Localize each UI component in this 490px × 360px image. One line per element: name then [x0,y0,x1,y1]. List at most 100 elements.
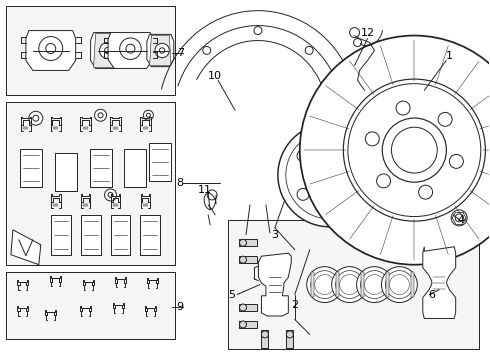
Text: 1: 1 [446,51,453,62]
Circle shape [366,132,379,146]
Bar [239,304,257,311]
Polygon shape [11,230,41,265]
Circle shape [361,271,389,298]
Polygon shape [149,143,171,181]
Circle shape [396,101,410,115]
Circle shape [95,109,106,121]
Polygon shape [147,34,174,67]
Circle shape [104,48,111,54]
Polygon shape [26,31,75,71]
Circle shape [240,321,246,328]
Text: 7: 7 [177,49,184,58]
Circle shape [286,331,294,338]
Circle shape [144,110,153,120]
Circle shape [319,165,340,185]
Circle shape [278,123,382,227]
Bar [239,239,257,246]
Polygon shape [51,215,71,255]
Circle shape [382,267,417,302]
Circle shape [349,28,360,37]
Bar [6,6,175,95]
Text: 12: 12 [361,28,374,37]
Circle shape [126,44,135,53]
Circle shape [120,38,141,59]
Circle shape [334,200,346,212]
Circle shape [365,275,385,294]
Polygon shape [141,215,160,255]
Circle shape [418,185,433,199]
Circle shape [307,267,343,302]
Circle shape [203,46,211,54]
Circle shape [300,36,490,265]
Bar [6,272,175,339]
Text: 6: 6 [428,289,435,300]
Circle shape [33,115,39,121]
Circle shape [392,127,437,173]
Bar [286,330,294,348]
Polygon shape [423,247,456,319]
Circle shape [332,267,368,302]
Bar [302,159,308,171]
Bar [262,330,269,348]
Text: 2: 2 [291,300,298,310]
Circle shape [46,44,56,54]
Circle shape [108,193,113,197]
Polygon shape [149,35,171,66]
Text: 3: 3 [271,230,278,240]
Bar [315,149,321,161]
Circle shape [39,37,63,60]
Circle shape [336,271,364,298]
Polygon shape [111,215,130,255]
Circle shape [147,113,150,117]
Circle shape [386,271,414,298]
Circle shape [240,304,246,311]
Circle shape [449,154,464,168]
Circle shape [438,112,452,126]
Text: 11: 11 [198,185,212,195]
Circle shape [98,113,103,118]
Bar [386,272,389,297]
Bar [311,272,314,297]
Circle shape [390,275,409,294]
Circle shape [240,256,246,263]
Polygon shape [55,153,76,191]
Bar [239,321,257,328]
Circle shape [382,118,446,182]
Circle shape [377,174,391,188]
Bar [228,220,479,349]
Circle shape [297,188,309,200]
Text: 5: 5 [228,289,236,300]
Circle shape [297,150,309,162]
Circle shape [99,42,116,58]
Circle shape [303,160,307,164]
Polygon shape [91,32,121,68]
Text: 4: 4 [458,215,465,225]
Circle shape [354,39,362,46]
Circle shape [334,138,346,150]
Polygon shape [20,149,42,187]
Circle shape [455,214,463,222]
Bar [239,256,257,263]
Bar [411,272,414,297]
Polygon shape [108,32,153,68]
Circle shape [357,267,392,302]
Polygon shape [124,149,147,187]
Bar [361,272,364,297]
Circle shape [29,111,43,125]
Circle shape [305,46,313,54]
Circle shape [207,190,217,200]
Circle shape [340,275,360,294]
Circle shape [316,150,319,154]
Circle shape [104,189,117,201]
Circle shape [343,79,486,221]
Circle shape [159,48,165,53]
Circle shape [240,239,246,246]
Circle shape [312,157,347,193]
Bar [6,102,175,265]
Bar [336,272,339,297]
Circle shape [155,43,169,58]
Text: 9: 9 [177,302,184,311]
Text: 8: 8 [177,178,184,188]
Circle shape [311,271,339,298]
Circle shape [254,27,262,35]
